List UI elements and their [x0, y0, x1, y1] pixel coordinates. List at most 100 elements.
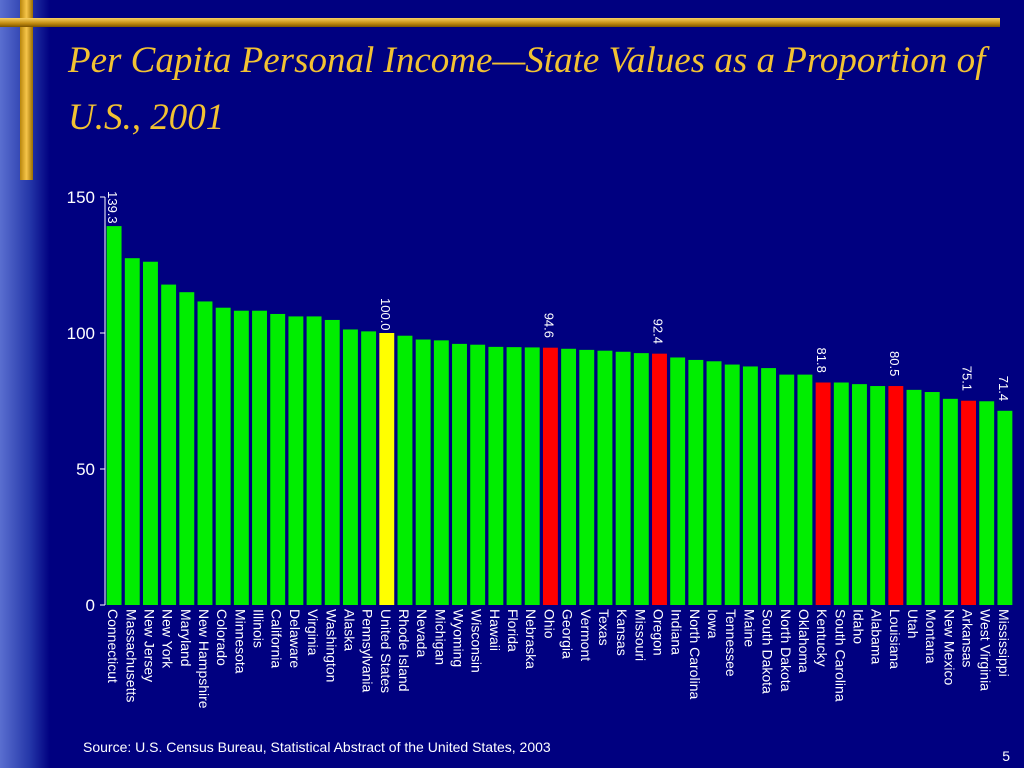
bar	[270, 313, 286, 605]
x-tick-label: Indiana	[669, 609, 685, 655]
y-tick-label: 0	[86, 596, 95, 615]
x-tick-label: Minnesota	[232, 609, 248, 674]
x-tick-label: Colorado	[214, 609, 230, 666]
bar	[797, 374, 813, 605]
x-tick-label: Michigan	[432, 609, 448, 665]
x-tick-label: Florida	[505, 609, 521, 652]
top-gold-rule	[0, 18, 1000, 27]
x-tick-label: Iowa	[705, 609, 721, 639]
bar	[506, 347, 522, 605]
x-tick-label: Arkansas	[960, 609, 976, 667]
bar	[979, 401, 995, 605]
bar	[888, 386, 904, 605]
bar	[924, 392, 940, 605]
bar	[415, 339, 431, 605]
x-tick-label: New Jersey	[141, 609, 157, 682]
x-tick-label: Massachusetts	[123, 609, 139, 702]
bar	[597, 350, 613, 605]
x-tick-label: Connecticut	[105, 609, 121, 683]
x-tick-label: Nevada	[414, 609, 430, 657]
x-tick-label: Washington	[323, 609, 339, 682]
y-tick-label: 100	[67, 324, 95, 343]
bar	[197, 301, 213, 605]
x-tick-label: Tennessee	[723, 609, 739, 677]
bar	[670, 357, 686, 605]
bar	[652, 353, 667, 605]
y-tick-label: 150	[67, 188, 95, 207]
bar	[852, 384, 867, 605]
data-label: 80.5	[887, 351, 902, 376]
x-tick-label: Maine	[741, 609, 757, 647]
x-tick-label: California	[269, 609, 285, 668]
slide-title: Per Capita Personal Income—State Values …	[68, 40, 986, 138]
x-tick-label: Delaware	[287, 609, 303, 668]
x-tick-label: Oregon	[650, 609, 666, 656]
x-tick-label: Ohio	[541, 609, 557, 639]
bar	[779, 374, 795, 605]
x-tick-label: New Mexico	[941, 609, 957, 685]
x-tick-label: Maryland	[178, 609, 194, 667]
bar	[215, 307, 231, 605]
bar	[470, 344, 486, 605]
bar	[870, 386, 886, 605]
x-tick-label: New Hampshire	[196, 609, 212, 709]
x-tick-label: Wisconsin	[469, 609, 485, 673]
bar	[288, 316, 304, 605]
x-tick-label: Texas	[596, 609, 612, 646]
data-label: 75.1	[960, 366, 975, 391]
x-tick-label: Rhode Island	[396, 609, 412, 692]
x-tick-label: North Carolina	[687, 609, 703, 699]
bar	[815, 382, 831, 605]
x-tick-label: Vermont	[578, 609, 594, 661]
x-tick-label: New York	[160, 609, 176, 669]
x-tick-label: Virginia	[305, 609, 321, 656]
data-label: 92.4	[650, 319, 665, 344]
bar	[706, 361, 722, 605]
x-tick-label: Illinois	[251, 609, 267, 648]
x-tick-label: South Carolina	[832, 609, 848, 702]
bar	[306, 316, 322, 605]
bar	[361, 331, 377, 605]
x-tick-label: Utah	[905, 609, 921, 639]
bar	[742, 366, 758, 605]
y-tick-label: 50	[76, 460, 95, 479]
bar	[179, 292, 195, 605]
source-note: Source: U.S. Census Bureau, Statistical …	[83, 739, 551, 755]
data-label: 100.0	[378, 298, 393, 331]
bar	[397, 335, 413, 605]
bar	[124, 258, 140, 605]
bar	[324, 319, 340, 605]
bar	[106, 226, 122, 605]
bar	[561, 348, 577, 605]
x-tick-label: United States	[378, 609, 394, 693]
x-tick-label: West Virginia	[978, 609, 994, 691]
x-tick-label: Louisiana	[887, 609, 903, 669]
x-tick-label: Nebraska	[523, 609, 539, 669]
x-tick-label: Montana	[923, 609, 939, 664]
x-tick-label: Kansas	[614, 609, 630, 656]
x-tick-label: Hawaii	[487, 609, 503, 651]
x-tick-label: Missouri	[632, 609, 648, 661]
bar	[379, 333, 395, 605]
data-label: 94.6	[541, 313, 556, 338]
data-label: 71.4	[996, 376, 1011, 401]
gold-accent-bar	[20, 0, 33, 180]
x-tick-label: Idaho	[850, 609, 866, 644]
x-tick-label: Kentucky	[814, 609, 830, 667]
bar	[633, 353, 649, 605]
bar	[906, 389, 922, 605]
data-label: 139.3	[105, 191, 120, 224]
bar	[433, 340, 449, 605]
bar	[233, 310, 249, 605]
x-tick-label: North Dakota	[778, 609, 794, 692]
data-label: 81.8	[814, 348, 829, 373]
bar	[688, 359, 704, 605]
bar	[724, 364, 740, 605]
bar	[452, 343, 467, 605]
bar	[997, 410, 1013, 605]
x-tick-label: Georgia	[560, 609, 576, 659]
bar	[342, 329, 358, 605]
x-tick-label: Wyoming	[451, 609, 467, 667]
bar	[161, 284, 177, 605]
